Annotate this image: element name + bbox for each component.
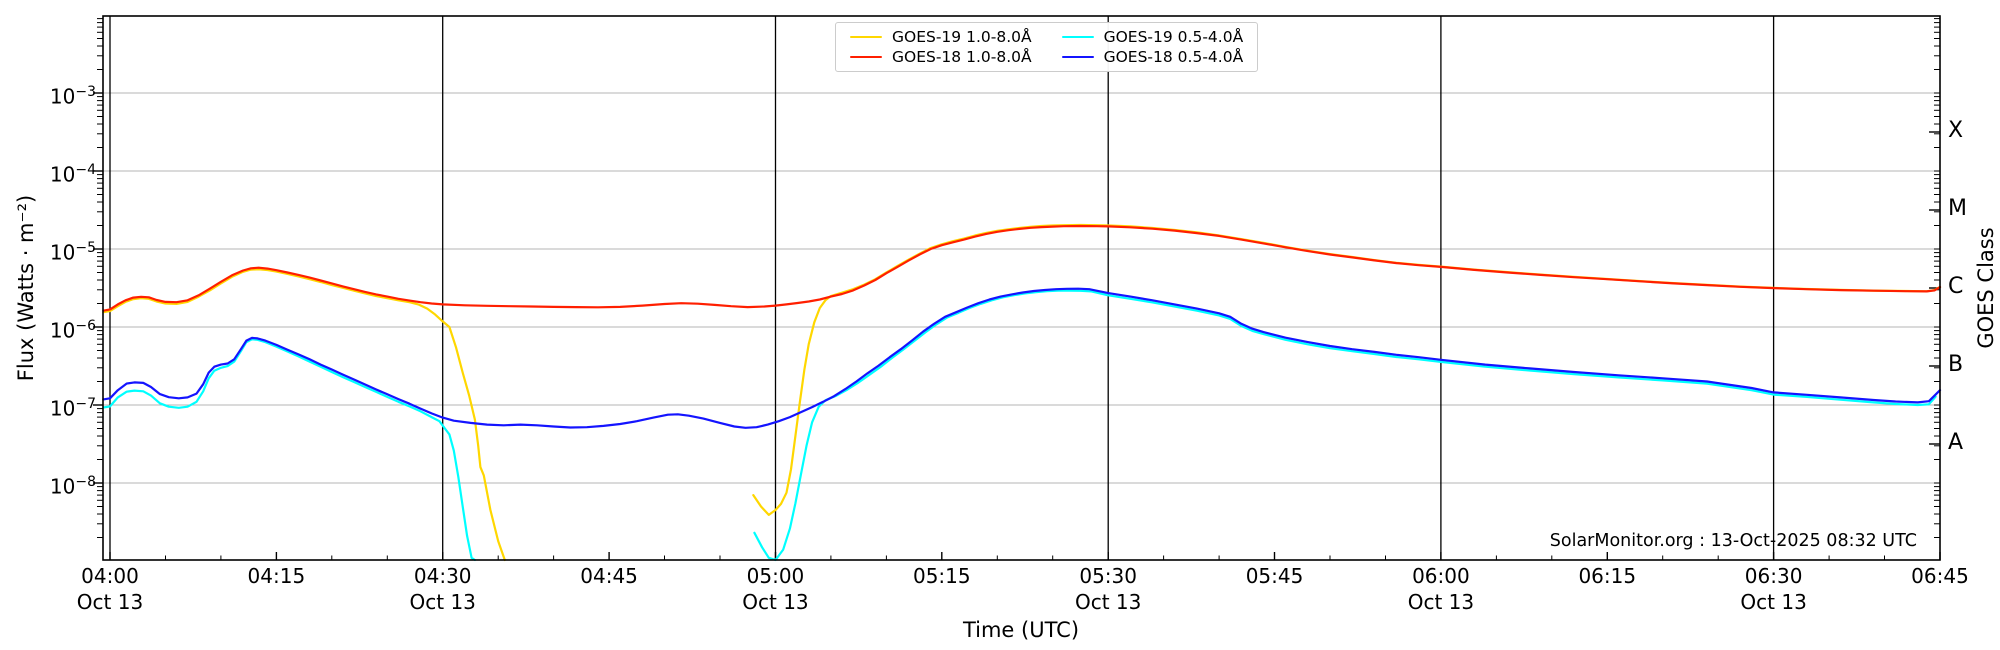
y-axis-title-left: Flux (Watts · m⁻²) [14, 194, 38, 382]
series-goes-19-1-0-8-0- [752, 223, 1942, 516]
legend-label: GOES-18 0.5-4.0Å [1103, 48, 1244, 66]
legend-line-sample [1061, 35, 1094, 39]
goes-class-label: X [1948, 118, 1964, 143]
x-tick-label: 04:45 [580, 564, 638, 588]
y-axis-title-right: GOES Class [1974, 227, 1998, 349]
x-tick-label: 05:30 [1079, 564, 1137, 588]
legend-entry: GOES-18 1.0-8.0Å [850, 48, 1032, 66]
x-tick-label: 04:15 [247, 564, 306, 588]
x-tick-date-label: Oct 13 [742, 590, 809, 614]
x-tick-label: 06:15 [1578, 564, 1637, 588]
x-tick-date-label: Oct 13 [76, 590, 144, 614]
legend-line-sample [850, 35, 882, 39]
y-tick-label: 10−8 [49, 474, 96, 499]
x-tick-label: 04:00 [81, 564, 139, 588]
series-goes-18-1-0-8-0- [102, 224, 1942, 312]
legend-line-sample [850, 55, 882, 59]
x-tick-label: 05:00 [746, 564, 805, 588]
y-tick-label: 10−4 [49, 162, 96, 187]
series-goes-19-0-5-4-0- [102, 338, 476, 562]
x-tick-label: 05:45 [1245, 564, 1304, 588]
legend-entry: GOES-19 1.0-8.0Å [850, 28, 1032, 46]
legend-line-sample [1061, 55, 1094, 59]
x-tick-label: 06:30 [1744, 564, 1803, 588]
legend-label: GOES-19 0.5-4.0Å [1103, 28, 1244, 46]
x-tick-label: 05:15 [912, 564, 971, 588]
goes-class-label: C [1948, 274, 1964, 299]
x-tick-label: 06:45 [1911, 564, 1969, 588]
y-tick-label: 10−7 [49, 396, 96, 421]
plot-border [102, 15, 1941, 561]
legend-label: GOES-18 1.0-8.0Å [892, 48, 1032, 66]
x-tick-label: 04:30 [413, 564, 472, 588]
goes-class-label: M [1948, 196, 1967, 221]
watermark: SolarMonitor.org : 13-Oct-2025 08:32 UTC [1549, 531, 1917, 551]
legend-label: GOES-19 1.0-8.0Å [892, 28, 1032, 46]
legend-entry: GOES-18 0.5-4.0Å [1061, 48, 1244, 66]
y-tick-label: 10−6 [49, 318, 96, 343]
y-tick-label: 10−5 [49, 240, 96, 265]
goes-class-label: A [1948, 430, 1964, 455]
x-tick-date-label: Oct 13 [409, 590, 476, 614]
y-tick-label: 10−3 [49, 84, 96, 109]
x-tick-date-label: Oct 13 [1740, 590, 1807, 614]
series-goes-19-0-5-4-0- [753, 289, 1937, 562]
x-tick-label: 06:00 [1412, 564, 1470, 588]
x-tick-date-label: Oct 13 [1074, 590, 1142, 614]
series-goes-19-1-0-8-0- [102, 268, 506, 562]
legend-entry: GOES-19 0.5-4.0Å [1061, 28, 1244, 46]
goes-class-label: B [1948, 352, 1964, 377]
series-goes-18-0-5-4-0- [102, 287, 1942, 429]
legend: GOES-19 1.0-8.0Å GOES-18 1.0-8.0Å GOES-19 … [835, 22, 1259, 72]
x-axis-title: Time (UTC) [962, 618, 1080, 642]
x-tick-date-label: Oct 13 [1407, 590, 1475, 614]
